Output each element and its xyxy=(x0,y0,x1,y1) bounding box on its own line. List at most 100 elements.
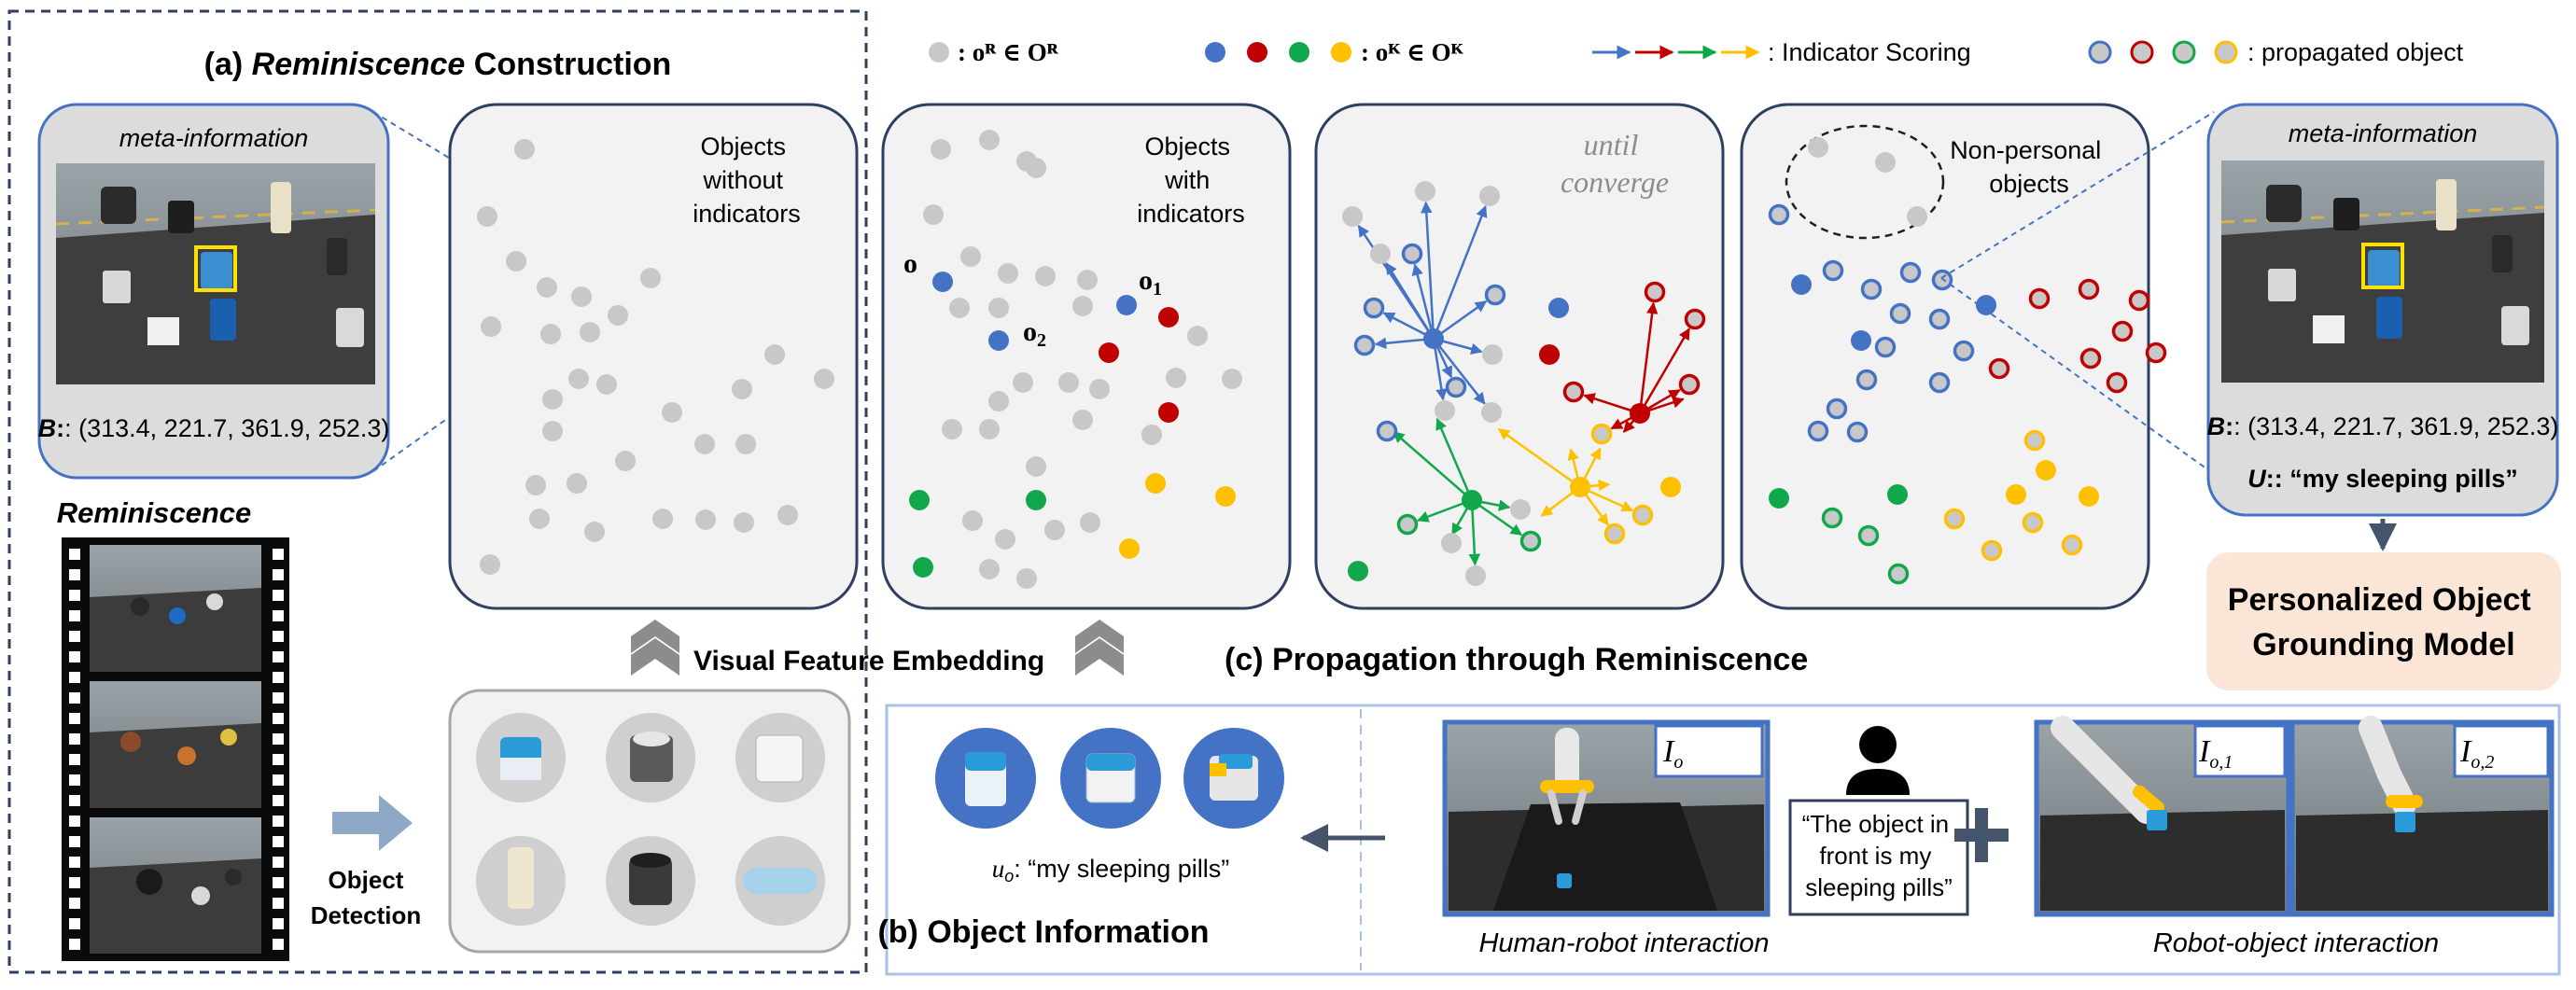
propagated-object-dot xyxy=(1981,539,2003,562)
indicator-object-dot xyxy=(1791,274,1812,295)
object-label-o2: o2 xyxy=(1023,316,1046,351)
film-sprocket-hole xyxy=(273,836,284,847)
propagated-object-dot xyxy=(1822,259,1844,282)
propagated-object-dot xyxy=(1821,507,1843,529)
film-sprocket-hole xyxy=(69,569,80,580)
propagated-object-dot xyxy=(1678,373,1701,396)
legend-known-dot-yellow xyxy=(1331,42,1351,63)
legend-prop-dot-blue xyxy=(2088,40,2112,64)
indicator-object-dot xyxy=(1548,298,1569,318)
propagated-object-dot xyxy=(1644,281,1666,303)
indicator-object-dot xyxy=(988,330,1009,351)
scoring-arrow xyxy=(1497,427,1581,489)
meta-information-title-left: meta-information xyxy=(119,124,309,152)
raw-object-dot xyxy=(1089,379,1110,399)
caption-robot-object: Robot-object interaction xyxy=(2153,928,2439,958)
raw-object-dot xyxy=(979,130,1000,150)
person-icon xyxy=(1846,726,1910,795)
propagated-object-dot xyxy=(2061,534,2083,556)
raw-object-dot xyxy=(1481,402,1502,423)
meta-b-value-left: B:: (313.4, 221.7, 361.9, 252.3) xyxy=(38,414,390,442)
meta-b-value-right: B:: (313.4, 221.7, 361.9, 252.3) xyxy=(2207,412,2559,440)
propagated-object-dot xyxy=(1855,369,1878,391)
propagated-object-dot xyxy=(1401,243,1423,265)
indicator-object-dot xyxy=(1116,295,1137,315)
zoom-line-right-top xyxy=(1940,111,2215,279)
raw-object-dot xyxy=(652,509,673,529)
raw-object-dot xyxy=(732,379,752,399)
raw-object-dot xyxy=(979,419,1000,439)
scene-photo-left xyxy=(55,163,376,384)
plus-icon xyxy=(1954,808,2009,862)
raw-object-dot xyxy=(529,509,550,529)
film-sprocket-hole xyxy=(69,877,80,888)
raw-object-dot xyxy=(640,268,661,288)
reminiscence-label: Reminiscence xyxy=(57,496,252,529)
indicator-object-dot xyxy=(932,272,953,292)
raw-object-dot xyxy=(608,305,628,326)
raw-object-dot xyxy=(662,402,682,423)
propagated-object-dot xyxy=(1953,340,1975,362)
raw-object-dot xyxy=(962,510,983,531)
raw-object-dot xyxy=(735,434,756,454)
legend-scoring-label: : Indicator Scoring xyxy=(1768,38,1971,66)
object-detection-arrow xyxy=(332,795,413,851)
raw-object-dot xyxy=(1370,244,1391,264)
film-sprocket-hole xyxy=(69,733,80,745)
propagated-object-dot xyxy=(1931,269,1953,291)
film-sprocket-hole xyxy=(69,898,80,909)
legend-propagated-label: : propagated object xyxy=(2247,38,2464,66)
panel-objects-without-indicators xyxy=(448,103,859,610)
raw-object-dot xyxy=(942,419,962,439)
legend-known-dot-green xyxy=(1289,42,1309,63)
section-c-title: (c) Propagation through Reminiscence xyxy=(1225,642,1808,677)
legend-prop-dot-red xyxy=(2130,40,2154,64)
film-sprocket-hole xyxy=(273,590,284,601)
film-sprocket-hole xyxy=(273,774,284,786)
propagated-object-dot xyxy=(1857,524,1880,547)
propagated-object-dot xyxy=(1988,357,2010,380)
propagated-object-dot xyxy=(2106,371,2128,394)
non-personal-ellipse xyxy=(1785,124,1945,240)
raw-object-dot xyxy=(514,139,535,160)
scoring-arrow xyxy=(1432,205,1488,340)
indicator-object-dot xyxy=(1026,490,1046,510)
raw-object-dot xyxy=(584,522,605,542)
raw-object-dot xyxy=(979,559,1000,579)
raw-object-dot xyxy=(580,322,600,342)
indicator-object-dot xyxy=(1539,344,1560,365)
film-sprocket-hole xyxy=(69,651,80,662)
film-sprocket-hole xyxy=(273,713,284,724)
propagated-object-dot xyxy=(2078,278,2100,300)
indicator-object-dot xyxy=(1570,477,1590,497)
propagated-object-dot xyxy=(2111,320,2134,342)
film-sprocket-hole xyxy=(273,549,284,560)
meta-u-value-right: U:: “my sleeping pills” xyxy=(2247,465,2518,493)
scoring-arrow xyxy=(1385,262,1435,340)
propagated-object-dot xyxy=(1484,284,1506,306)
raw-object-dot xyxy=(777,505,798,525)
indicator-object-dot xyxy=(1976,295,1996,315)
raw-object-dot xyxy=(596,374,617,395)
scoring-arrow xyxy=(1638,328,1691,414)
film-sprocket-hole xyxy=(273,672,284,683)
raw-object-dot xyxy=(567,473,587,494)
zoom-line-right-bottom xyxy=(1940,277,2215,475)
scoring-arrow xyxy=(1468,499,1481,566)
propagated-object-dot xyxy=(1445,376,1467,398)
film-sprocket-hole xyxy=(273,857,284,868)
scoring-arrow xyxy=(1433,300,1488,341)
raw-object-dot xyxy=(1435,400,1455,421)
raw-object-dot xyxy=(1044,520,1065,540)
film-sprocket-hole xyxy=(69,754,80,765)
panel-2-label: Objects with indicators xyxy=(1137,132,1245,228)
propagated-object-dot xyxy=(1899,261,1922,284)
embedding-chevrons-2 xyxy=(1075,620,1124,676)
indicator-object-dot xyxy=(1851,330,1871,351)
legend-prop-dot-yellow xyxy=(2214,40,2238,64)
indicator-object-dot xyxy=(913,557,933,578)
raw-object-dot xyxy=(1026,456,1046,477)
film-sprocket-hole xyxy=(69,713,80,724)
speech-text: “The object in front is my sleeping pill… xyxy=(1802,810,1956,901)
